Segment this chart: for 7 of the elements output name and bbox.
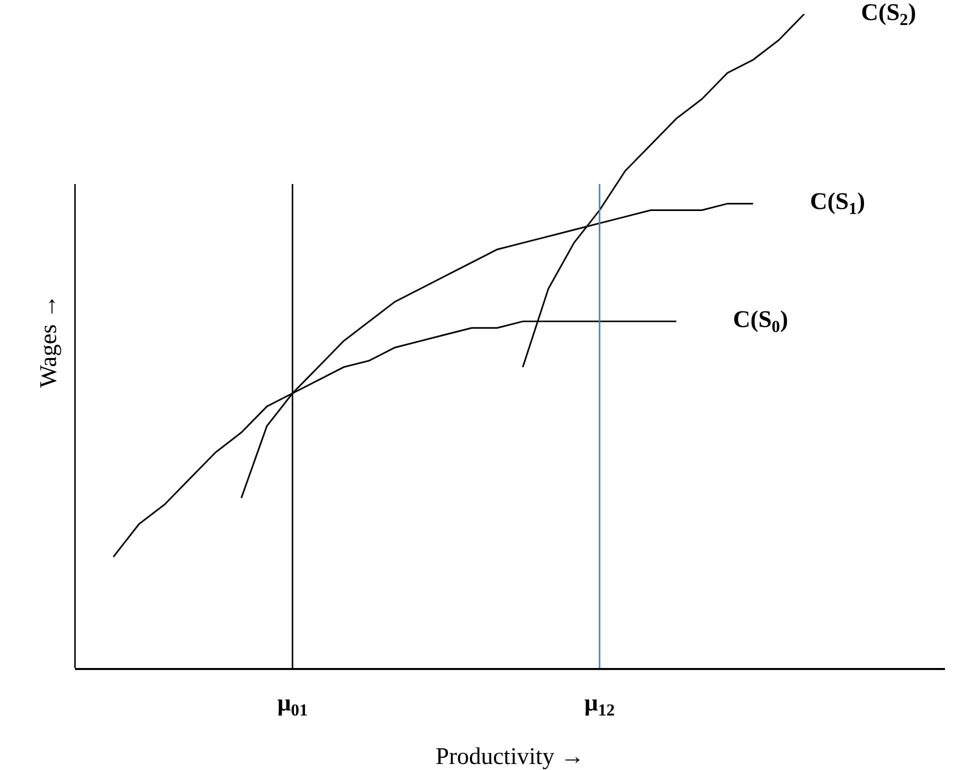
text: C(S$_{2}$) — [861, 0, 916, 30]
x-tick-label: μ$_{12}$ — [584, 690, 615, 720]
text: C(S$_{0}$) — [733, 307, 788, 336]
x-axis-title: Productivity → — [436, 744, 584, 770]
text: C(S$_{1}$) — [810, 189, 866, 218]
x-tick-label: μ$_{01}$ — [277, 690, 308, 720]
y-axis-title: Wages → — [36, 294, 62, 388]
